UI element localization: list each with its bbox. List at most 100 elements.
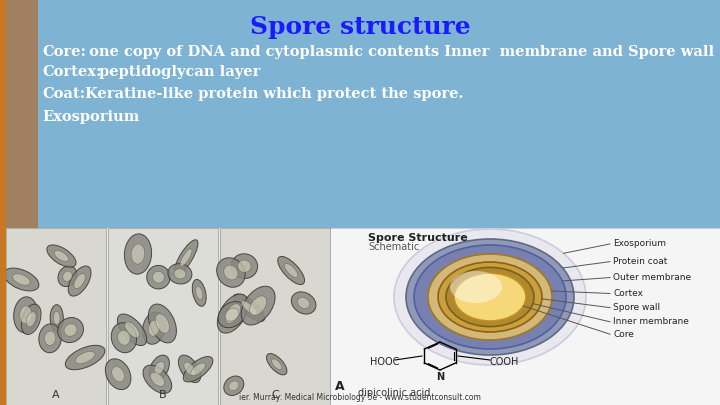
Ellipse shape <box>241 301 257 315</box>
Ellipse shape <box>50 305 63 331</box>
Ellipse shape <box>156 314 169 333</box>
Ellipse shape <box>414 245 566 349</box>
Ellipse shape <box>147 265 170 289</box>
Ellipse shape <box>125 234 152 274</box>
Text: Outer membrane: Outer membrane <box>613 273 691 282</box>
Ellipse shape <box>217 258 245 287</box>
Ellipse shape <box>271 359 282 369</box>
Text: A: A <box>52 390 60 400</box>
Ellipse shape <box>26 312 36 327</box>
Ellipse shape <box>218 302 246 328</box>
Ellipse shape <box>266 354 287 375</box>
Ellipse shape <box>153 271 164 283</box>
Ellipse shape <box>143 365 172 393</box>
Ellipse shape <box>117 314 147 345</box>
Ellipse shape <box>196 286 203 300</box>
Ellipse shape <box>225 308 239 321</box>
Bar <box>220 228 330 405</box>
Ellipse shape <box>168 264 192 284</box>
Ellipse shape <box>148 320 160 336</box>
Ellipse shape <box>446 267 534 326</box>
Ellipse shape <box>284 264 298 277</box>
Ellipse shape <box>143 312 166 344</box>
Ellipse shape <box>68 266 91 296</box>
Text: Inner membrane: Inner membrane <box>613 317 689 326</box>
Text: N: N <box>436 372 444 382</box>
Ellipse shape <box>149 355 169 381</box>
Text: Schematic: Schematic <box>368 242 419 252</box>
Ellipse shape <box>179 355 201 383</box>
Ellipse shape <box>64 324 77 336</box>
Ellipse shape <box>117 330 130 345</box>
Text: Core:: Core: <box>42 45 86 59</box>
Text: B: B <box>159 390 167 400</box>
Text: Spore Structure: Spore Structure <box>368 233 468 243</box>
Bar <box>108 228 218 405</box>
Ellipse shape <box>428 254 552 340</box>
Ellipse shape <box>233 294 265 322</box>
Bar <box>0 0 6 405</box>
Ellipse shape <box>217 294 248 333</box>
Ellipse shape <box>438 262 542 332</box>
Ellipse shape <box>406 239 574 355</box>
Ellipse shape <box>112 367 125 382</box>
Ellipse shape <box>58 318 84 343</box>
Ellipse shape <box>292 292 316 314</box>
Ellipse shape <box>54 251 68 262</box>
Text: ier. Murray: Medical Microbiology 5e - www.studentconsult.com: ier. Murray: Medical Microbiology 5e - w… <box>239 393 481 402</box>
Text: one copy of DNA and cytoplasmic contents Inner  membrane and Spore wall: one copy of DNA and cytoplasmic contents… <box>84 45 714 59</box>
Ellipse shape <box>229 381 239 391</box>
Ellipse shape <box>19 306 32 324</box>
Ellipse shape <box>225 304 240 323</box>
Ellipse shape <box>454 273 526 321</box>
Ellipse shape <box>278 256 305 285</box>
Ellipse shape <box>184 362 195 376</box>
Ellipse shape <box>394 229 586 365</box>
Bar <box>0 228 330 405</box>
Ellipse shape <box>53 311 60 324</box>
Ellipse shape <box>47 245 76 267</box>
Ellipse shape <box>154 362 164 375</box>
Bar <box>0 0 38 228</box>
Ellipse shape <box>148 304 176 343</box>
Text: COOH: COOH <box>490 357 519 367</box>
Ellipse shape <box>150 372 165 386</box>
Ellipse shape <box>63 271 72 281</box>
Text: Keratine-like protein which protect the spore.: Keratine-like protein which protect the … <box>80 87 464 101</box>
Text: Exosporium: Exosporium <box>613 239 666 248</box>
Ellipse shape <box>111 323 137 353</box>
Ellipse shape <box>14 297 37 333</box>
Ellipse shape <box>250 296 266 315</box>
Ellipse shape <box>224 265 238 280</box>
Text: A: A <box>335 381 345 394</box>
Text: Spore wall: Spore wall <box>613 303 660 312</box>
Bar <box>6 228 106 405</box>
Ellipse shape <box>450 271 502 303</box>
Ellipse shape <box>224 376 244 396</box>
Text: Protein coat: Protein coat <box>613 257 667 266</box>
Text: Cortex:: Cortex: <box>42 65 102 79</box>
Ellipse shape <box>66 345 105 370</box>
Text: peptidoglycan layer: peptidoglycan layer <box>94 65 261 79</box>
Text: HOOC: HOOC <box>370 357 400 367</box>
Bar <box>0 0 720 228</box>
Ellipse shape <box>4 268 39 291</box>
Ellipse shape <box>297 297 310 309</box>
Ellipse shape <box>74 273 85 289</box>
Ellipse shape <box>39 324 61 353</box>
Ellipse shape <box>125 322 140 338</box>
Text: C: C <box>271 390 279 400</box>
Text: Spore structure: Spore structure <box>250 15 470 39</box>
Ellipse shape <box>58 266 77 287</box>
Text: dipicolinic acid: dipicolinic acid <box>358 388 431 398</box>
Text: Coat:: Coat: <box>42 87 85 101</box>
Ellipse shape <box>45 331 55 345</box>
Ellipse shape <box>174 240 198 275</box>
Text: Cortex: Cortex <box>613 289 643 298</box>
Ellipse shape <box>192 279 206 306</box>
Ellipse shape <box>12 274 30 285</box>
Ellipse shape <box>174 269 186 279</box>
Ellipse shape <box>238 260 251 273</box>
Ellipse shape <box>180 249 192 266</box>
Ellipse shape <box>22 304 41 335</box>
